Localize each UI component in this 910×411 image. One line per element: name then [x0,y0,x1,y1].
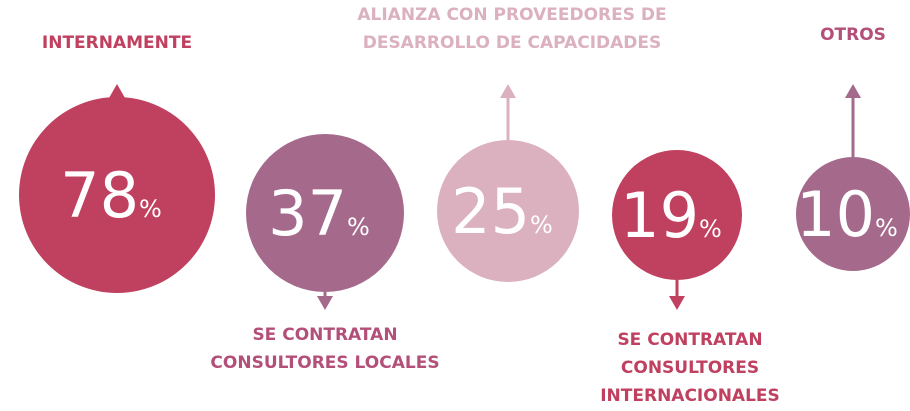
percent-value: 19% [620,179,722,252]
arrow-head [500,84,516,98]
bubble [437,140,579,282]
label: ALIANZA CON PROVEEDORES DE [357,5,666,25]
arrow-head [669,296,685,310]
label: OTROS [820,25,886,45]
label: INTERNAMENTE [42,33,192,53]
bubble [246,134,404,292]
percent-value: 25% [451,175,553,248]
percent-value: 37% [268,177,370,250]
unit: % [530,211,553,239]
bubble [796,157,910,271]
label: INTERNACIONALES [600,386,780,406]
arrow-head [109,84,125,98]
percent-value: 78% [60,159,162,232]
label: DESARROLLO DE CAPACIDADES [363,33,662,53]
number: 19 [620,179,699,252]
number: 25 [451,175,530,248]
number: 10 [796,178,875,251]
number: 37 [268,177,347,250]
label: CONSULTORES [621,358,759,378]
unit: % [347,213,370,241]
label: SE CONTRATAN [252,325,397,345]
label: SE CONTRATAN [617,330,762,350]
bubble [612,150,742,280]
bubble [19,97,215,293]
unit: % [139,195,162,223]
percent-value: 10% [796,178,898,251]
unit: % [875,214,898,242]
unit: % [699,215,722,243]
label: CONSULTORES LOCALES [210,353,439,373]
number: 78 [60,159,139,232]
arrow-head [845,84,861,98]
arrow-head [317,296,333,310]
